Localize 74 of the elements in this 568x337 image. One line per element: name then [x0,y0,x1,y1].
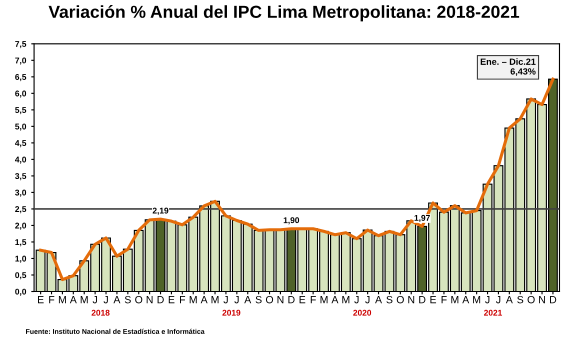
x-tick-label: M [212,296,219,304]
text: 2020 [353,310,372,316]
x-tick-label: O [266,296,274,304]
x-tick-label: E [168,296,174,304]
x-tick-label: D [550,296,556,304]
x-tick-label: M [451,296,458,304]
x-tick-label: J [92,296,97,304]
x-tick-label: N [146,296,153,304]
y-tick-label: 6,5 [15,74,26,82]
x-tick-label: A [200,296,208,304]
text: 2019 [222,310,240,316]
x-tick-label: S [256,296,262,304]
y-tick-label: 4,0 [14,156,26,164]
x-tick-label: N [539,296,545,304]
y-tick-label: 7,0 [15,58,26,65]
x-tick-label: J [365,296,370,304]
x-tick-label: N [408,296,414,304]
y-tick-label: 6,0 [15,90,26,98]
x-tick-label: J [104,296,108,304]
x-tick-label: J [485,296,490,304]
x-tick-label: S [517,296,524,304]
x-tick-label: A [113,296,120,304]
annotation: Ene. – Dic.21 6,43% [480,58,536,76]
x-tick-label: E [300,296,306,304]
chart-title: Variación % Anual del IPC Lima Metropolitana: 2018-2021 [48,5,520,22]
x-tick-label: O [396,296,404,304]
x-tick-label: D [419,296,426,304]
x-tick-label: O [135,296,142,304]
x-tick-label: J [496,296,500,304]
x-tick-label: F [442,296,447,304]
y-tick-label: 7,5 [15,41,26,48]
x-tick-label: M [58,296,66,304]
x-tick-label: F [49,296,54,304]
y-tick-label: 3,0 [15,190,26,197]
x-tick-label: M [342,296,350,304]
y-tick-label: 2,0 [15,222,26,230]
x-tick-label: M [320,296,328,304]
x-tick-label: M [80,296,88,304]
x-tick-label: M [473,296,480,304]
y-tick-label: 1,5 [15,239,26,246]
x-tick-label: F [310,296,316,304]
x-tick-label: E [38,296,44,304]
x-tick-label: A [70,296,77,304]
x-tick-label: A [462,296,470,304]
x-tick-label: D [158,296,164,304]
y-tick-label: 0,5 [15,272,26,280]
x-tick-label: J [223,296,228,304]
x-tick-label: D [288,296,295,304]
y-tick-label: 0,0 [15,288,26,296]
line-series [39,78,554,282]
y-tick-label: 5,0 [15,124,26,131]
text: 2021 [484,310,502,316]
x-tick-label: A [244,296,252,304]
x-tick-label: A [331,296,338,304]
x-tick-label: F [180,296,186,304]
x-tick-label: M [190,296,197,304]
x-tick-label: J [354,296,359,304]
data-label: 1,97 [414,214,430,222]
data-label: 2,19 [152,208,168,215]
x-tick-label: O [528,296,535,304]
x-tick-label: E [430,296,436,304]
x-tick-label: A [506,296,513,304]
y-tick-label: 3,5 [15,173,26,180]
x-tick-label: N [278,296,284,304]
text: 2018 [92,310,110,316]
y-tick-label: 2,5 [15,206,26,214]
y-tick-label: 5,5 [15,107,26,114]
x-tick-label: S [124,296,131,304]
data-label: 1,90 [284,217,300,224]
x-tick-label: S [386,296,392,304]
x-tick-label: J [234,296,239,304]
y-tick-label: 1,0 [15,256,26,263]
y-tick-label: 4,5 [14,140,26,148]
x-tick-label: A [375,296,382,304]
